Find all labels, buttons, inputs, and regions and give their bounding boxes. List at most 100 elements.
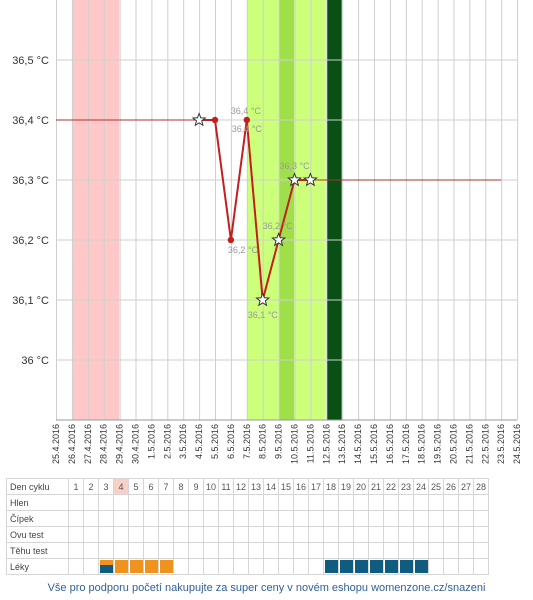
day-cell[interactable] xyxy=(308,494,324,511)
day-cell[interactable] xyxy=(323,510,339,527)
day-cell[interactable] xyxy=(413,510,429,527)
day-cell[interactable] xyxy=(263,510,279,527)
day-cell[interactable] xyxy=(278,542,294,559)
day-cell[interactable] xyxy=(383,558,399,575)
day-cell[interactable] xyxy=(473,494,489,511)
day-cell[interactable] xyxy=(293,542,309,559)
day-cell[interactable] xyxy=(83,558,99,575)
day-cell[interactable] xyxy=(368,558,384,575)
day-cell[interactable] xyxy=(398,510,414,527)
day-cell[interactable] xyxy=(113,558,129,575)
day-number-cell[interactable]: 1 xyxy=(68,478,84,495)
day-cell[interactable] xyxy=(383,510,399,527)
day-cell[interactable] xyxy=(68,558,84,575)
day-number-cell[interactable]: 19 xyxy=(338,478,354,495)
day-cell[interactable] xyxy=(323,558,339,575)
day-cell[interactable] xyxy=(443,526,459,543)
day-cell[interactable] xyxy=(128,494,144,511)
day-number-cell[interactable]: 10 xyxy=(203,478,219,495)
day-cell[interactable] xyxy=(158,558,174,575)
day-cell[interactable] xyxy=(278,494,294,511)
day-cell[interactable] xyxy=(278,510,294,527)
day-cell[interactable] xyxy=(98,526,114,543)
day-cell[interactable] xyxy=(413,494,429,511)
day-cell[interactable] xyxy=(398,558,414,575)
day-cell[interactable] xyxy=(353,510,369,527)
day-cell[interactable] xyxy=(353,542,369,559)
day-cell[interactable] xyxy=(203,510,219,527)
day-cell[interactable] xyxy=(458,494,474,511)
day-cell[interactable] xyxy=(443,558,459,575)
day-cell[interactable] xyxy=(173,558,189,575)
day-cell[interactable] xyxy=(353,494,369,511)
day-cell[interactable] xyxy=(173,526,189,543)
day-cell[interactable] xyxy=(278,558,294,575)
day-cell[interactable] xyxy=(293,558,309,575)
day-cell[interactable] xyxy=(368,542,384,559)
day-number-cell[interactable]: 17 xyxy=(308,478,324,495)
day-cell[interactable] xyxy=(398,542,414,559)
day-cell[interactable] xyxy=(338,558,354,575)
day-cell[interactable] xyxy=(443,542,459,559)
day-number-cell[interactable]: 14 xyxy=(263,478,279,495)
day-cell[interactable] xyxy=(323,494,339,511)
day-cell[interactable] xyxy=(113,510,129,527)
day-cell[interactable] xyxy=(158,494,174,511)
day-cell[interactable] xyxy=(428,542,444,559)
day-number-cell[interactable]: 26 xyxy=(443,478,459,495)
day-number-cell[interactable]: 28 xyxy=(473,478,489,495)
day-number-cell[interactable]: 5 xyxy=(128,478,144,495)
day-cell[interactable] xyxy=(68,510,84,527)
day-cell[interactable] xyxy=(98,542,114,559)
day-cell[interactable] xyxy=(143,542,159,559)
day-cell[interactable] xyxy=(248,526,264,543)
day-number-cell[interactable]: 13 xyxy=(248,478,264,495)
day-cell[interactable] xyxy=(158,510,174,527)
day-number-cell[interactable]: 21 xyxy=(368,478,384,495)
day-cell[interactable] xyxy=(263,494,279,511)
day-cell[interactable] xyxy=(263,526,279,543)
day-cell[interactable] xyxy=(368,494,384,511)
day-cell[interactable] xyxy=(128,558,144,575)
day-cell[interactable] xyxy=(368,510,384,527)
day-cell[interactable] xyxy=(308,542,324,559)
day-cell[interactable] xyxy=(308,558,324,575)
day-cell[interactable] xyxy=(353,526,369,543)
day-number-cell[interactable]: 12 xyxy=(233,478,249,495)
day-cell[interactable] xyxy=(218,494,234,511)
day-cell[interactable] xyxy=(98,494,114,511)
day-number-cell[interactable]: 27 xyxy=(458,478,474,495)
day-cell[interactable] xyxy=(188,510,204,527)
day-cell[interactable] xyxy=(188,542,204,559)
day-cell[interactable] xyxy=(233,526,249,543)
day-number-cell[interactable]: 3 xyxy=(98,478,114,495)
day-cell[interactable] xyxy=(83,542,99,559)
day-cell[interactable] xyxy=(248,510,264,527)
day-cell[interactable] xyxy=(398,526,414,543)
day-number-cell[interactable]: 9 xyxy=(188,478,204,495)
day-cell[interactable] xyxy=(203,494,219,511)
day-cell[interactable] xyxy=(263,542,279,559)
day-cell[interactable] xyxy=(428,526,444,543)
day-cell[interactable] xyxy=(293,526,309,543)
day-cell[interactable] xyxy=(113,542,129,559)
day-cell[interactable] xyxy=(278,526,294,543)
day-number-cell[interactable]: 22 xyxy=(383,478,399,495)
day-cell[interactable] xyxy=(473,510,489,527)
day-cell[interactable] xyxy=(458,526,474,543)
day-cell[interactable] xyxy=(428,510,444,527)
day-cell[interactable] xyxy=(173,510,189,527)
day-cell[interactable] xyxy=(68,542,84,559)
day-cell[interactable] xyxy=(83,510,99,527)
day-cell[interactable] xyxy=(323,526,339,543)
day-cell[interactable] xyxy=(203,542,219,559)
day-cell[interactable] xyxy=(233,494,249,511)
day-number-cell[interactable]: 6 xyxy=(143,478,159,495)
day-cell[interactable] xyxy=(413,542,429,559)
day-cell[interactable] xyxy=(263,558,279,575)
day-cell[interactable] xyxy=(113,526,129,543)
day-cell[interactable] xyxy=(338,510,354,527)
day-cell[interactable] xyxy=(473,558,489,575)
day-cell[interactable] xyxy=(218,558,234,575)
day-cell[interactable] xyxy=(443,510,459,527)
